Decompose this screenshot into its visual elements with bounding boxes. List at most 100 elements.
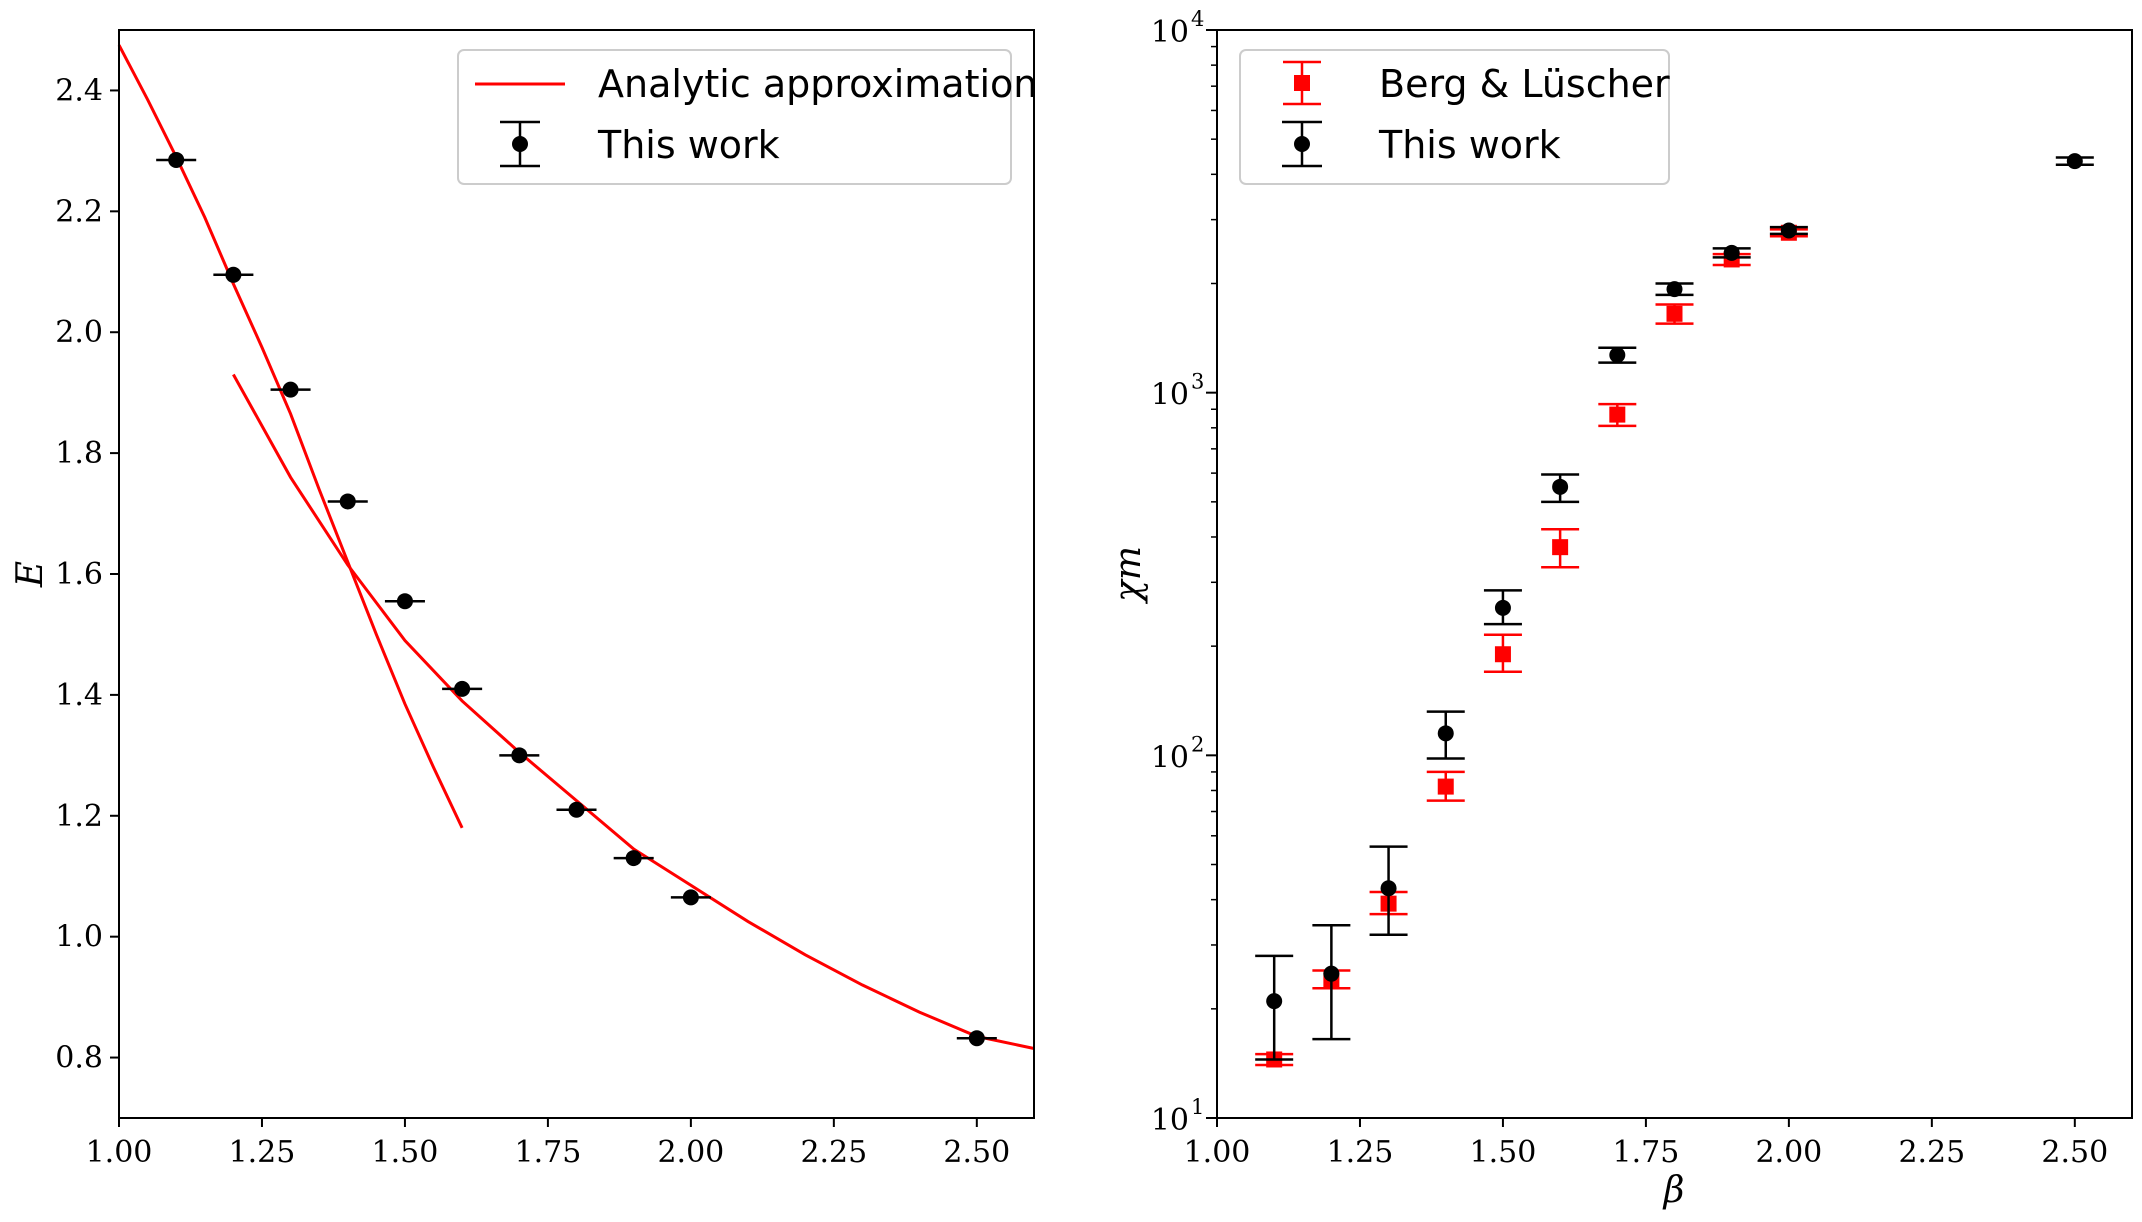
this-work-point-left [499,747,540,764]
berg-luscher-point [1655,303,1694,325]
data-point [168,151,185,168]
berg-luscher-point [1483,633,1522,674]
y-tick-label: 2.0 [55,315,103,350]
this-work-point-left [156,151,197,168]
this-work-point-right [1483,589,1522,626]
data-point [454,680,471,697]
this-work-point-left [613,850,654,867]
y-tick-label: 1.4 [55,678,103,713]
x-tick-label: 1.25 [229,1135,296,1170]
data-point [682,889,699,906]
data-point [2066,153,2083,170]
x-tick-label: 1.00 [1184,1135,1251,1170]
right-axes-frame [1216,29,2133,1119]
x-tick-label: 1.75 [1613,1135,1680,1170]
y-tick-exponent: 4 [1191,7,1204,31]
this-work-point-right [1255,954,1294,1061]
data-point [1494,599,1511,616]
this-work-point-right [1598,346,1637,364]
right-y-axis-label: χm [1108,546,1149,605]
legend-label-this-work-left: This work [597,123,780,167]
data-point [1266,993,1283,1010]
data-point [1494,646,1511,663]
data-point [1666,305,1683,322]
legend-label-analytic: Analytic approximation [598,62,1037,106]
y-tick-label: 1.6 [55,557,103,592]
x-tick-label: 2.25 [1898,1135,1965,1170]
y-tick-label: 10 [1151,15,1189,50]
x-tick-label: 1.25 [1327,1135,1394,1170]
left-panel: 1.00 1.25 1.50 1.75 2.00 2.25 2.50 0.8 1.0 1.2 1.… [10,29,1037,1170]
y-tick-label: 0.8 [55,1041,103,1076]
y-tick-label: 1.0 [55,920,103,955]
left-legend: Analytic approximation This work [457,49,1037,185]
this-work-point-right [1712,244,1751,261]
this-work-point-left [384,593,425,610]
y-tick-exponent: 3 [1191,370,1204,394]
right-x-ticks: 1.00 1.25 1.50 1.75 2.00 2.25 2.50 [1184,1118,2108,1170]
right-legend-box [1239,49,1670,185]
this-work-point-right [1541,473,1580,504]
legend-label-berg-luscher: Berg & Lüscher [1379,62,1670,106]
data-point [1380,880,1397,897]
data-point [1323,965,1340,982]
berg-luscher-point [1598,402,1637,428]
data-point [1609,347,1626,364]
this-work-point-right [1312,924,1351,1041]
data-point [1666,281,1683,298]
this-work-point-left [442,680,483,697]
x-tick-label: 2.25 [800,1135,867,1170]
y-tick-exponent: 1 [1191,1095,1204,1119]
legend-marker-this-work-left [500,120,540,168]
data-point [1437,725,1454,742]
berg-luscher-point [1426,770,1465,802]
this-work-point-left [327,493,368,510]
left-y-ticks: 0.8 1.0 1.2 1.4 1.6 1.8 2.0 2.2 2.4 [55,73,119,1076]
data-point [625,850,642,867]
legend-marker-this-work-right [1282,120,1322,168]
left-axes-frame [118,29,1035,1119]
y-tick-label: 10 [1151,1103,1189,1138]
right-x-axis-label: β [1662,1170,1685,1211]
right-plot-area [1255,153,2094,1068]
data-point [1609,406,1626,423]
this-work-point-right [1426,710,1465,760]
left-y-axis-label: E [10,561,51,588]
data-point [225,266,242,283]
left-plot-area [117,44,1035,1050]
this-work-point-right [1369,845,1408,937]
berg-luscher-point [1541,528,1580,569]
x-tick-label: 2.00 [657,1135,724,1170]
analytic-curve-1 [232,373,1035,1050]
data-point [968,1030,985,1047]
right-legend: Berg & Lüscher This work [1239,49,1670,185]
y-tick-label: 1.2 [55,799,103,834]
x-tick-label: 1.50 [1470,1135,1537,1170]
this-work-point-right [2055,153,2094,170]
y-tick-label: 2.4 [55,73,103,108]
x-tick-label: 1.00 [86,1135,153,1170]
data-point [396,593,413,610]
y-tick-label: 2.2 [55,194,103,229]
y-tick-label: 10 [1151,740,1189,775]
data-point [1723,244,1740,261]
this-work-point-left [213,266,254,283]
data-point [1552,478,1569,495]
this-work-point-left [556,801,597,818]
data-point [1437,778,1454,795]
legend-marker-berg-luscher [1283,60,1321,106]
x-tick-label: 1.50 [372,1135,439,1170]
this-work-point-left [956,1030,997,1047]
y-tick-exponent: 2 [1191,732,1204,756]
this-work-point-left [670,889,711,906]
y-tick-label: 10 [1151,378,1189,413]
x-tick-label: 1.75 [515,1135,582,1170]
data-point [339,493,356,510]
legend-label-this-work-right: This work [1378,123,1561,167]
this-work-point-right [1655,281,1694,298]
data-point [1552,539,1569,556]
y-tick-label: 1.8 [55,436,103,471]
